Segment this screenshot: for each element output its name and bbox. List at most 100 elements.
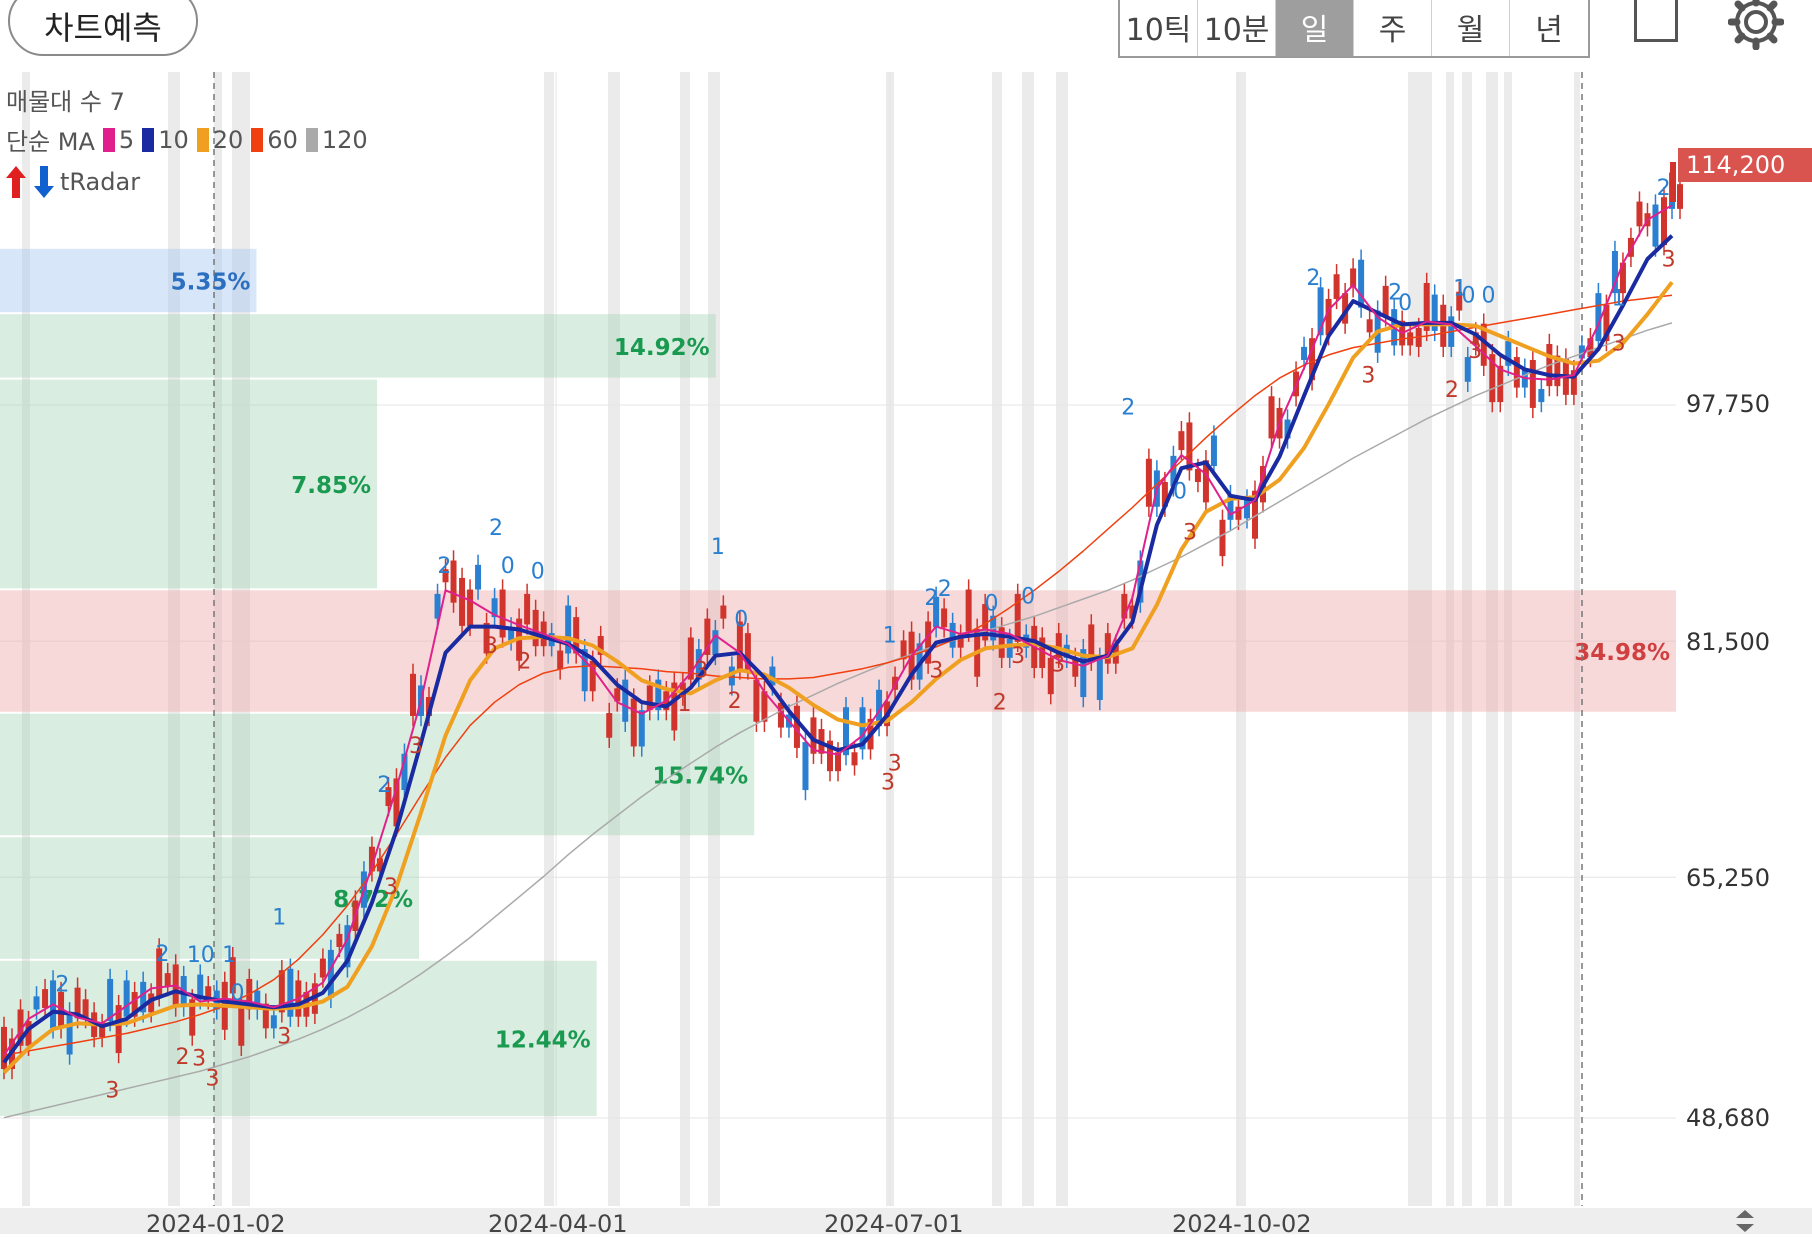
ma-120-line xyxy=(3,322,1673,1119)
candle-body xyxy=(1513,357,1520,388)
candle-body xyxy=(851,752,858,766)
candle-body xyxy=(1055,633,1062,658)
candle-body xyxy=(410,673,416,716)
candle-body xyxy=(1178,431,1185,451)
candle-body xyxy=(1186,422,1193,471)
volume-profile-percent: 5.35% xyxy=(171,270,251,296)
signal-marker: 2 xyxy=(1388,281,1402,306)
signal-marker: 2 xyxy=(517,650,531,675)
candle-body xyxy=(793,705,800,748)
price-label: 81,500 xyxy=(1686,628,1770,656)
candle-body xyxy=(1219,519,1226,557)
tab-monthly[interactable]: 월 xyxy=(1432,0,1510,56)
date-label: 2024-04-01 xyxy=(488,1210,628,1238)
candle-body xyxy=(1570,370,1577,395)
chart-forecast-button[interactable]: 차트예측 xyxy=(8,0,198,56)
candle-body xyxy=(1268,396,1275,439)
candle-body xyxy=(1161,482,1168,507)
signal-marker: 3 xyxy=(929,658,943,683)
ma-20-swatch xyxy=(196,127,209,152)
signal-marker: 2 xyxy=(938,577,952,602)
price-label: 48,680 xyxy=(1686,1104,1770,1132)
gear-icon[interactable] xyxy=(1728,0,1784,50)
signal-marker: 1 xyxy=(678,692,692,717)
candle-body xyxy=(671,682,678,731)
non-trading-band xyxy=(232,72,250,1206)
candle-body xyxy=(319,958,326,978)
price-chart[interactable]: 5.35%14.92%7.85%34.98%15.74%8.72%12.44%2… xyxy=(0,72,1812,1208)
tab-10-minute[interactable]: 10분 xyxy=(1198,0,1276,56)
candle-body xyxy=(1480,323,1487,366)
signal-marker: 0 xyxy=(531,560,545,585)
candle-body xyxy=(1603,304,1610,342)
signal-marker: 1 xyxy=(711,535,725,560)
candle-body xyxy=(1333,274,1340,299)
signal-marker: 3 xyxy=(484,634,498,659)
candle-body xyxy=(843,707,849,756)
signal-marker: 2 xyxy=(175,1045,189,1070)
candle-body xyxy=(720,605,727,619)
candle-body xyxy=(1456,291,1463,311)
ma-10-swatch xyxy=(142,127,155,152)
candle-body xyxy=(1121,593,1128,619)
candle-body xyxy=(123,980,130,1017)
ma-60-swatch xyxy=(251,127,264,152)
signal-marker: 2 xyxy=(155,942,169,967)
signal-marker: 1 xyxy=(883,624,897,649)
axis-scale-handle-icon[interactable] xyxy=(1730,1208,1760,1234)
candle-body xyxy=(597,636,604,655)
ma-title: 단순 MA xyxy=(6,128,95,156)
tab-daily[interactable]: 일 xyxy=(1276,0,1354,56)
candle-body xyxy=(17,1009,24,1046)
volume-profile-zone xyxy=(0,590,1676,712)
signal-marker: 2 xyxy=(924,586,938,611)
candle-body xyxy=(736,621,743,670)
ma-120-swatch xyxy=(305,127,318,152)
candle-body xyxy=(827,740,833,772)
candle-body xyxy=(499,589,506,638)
tab-10-tick[interactable]: 10틱 xyxy=(1120,0,1198,56)
candle-body xyxy=(1170,455,1177,487)
fullscreen-icon[interactable] xyxy=(1634,0,1678,42)
candle-body xyxy=(164,973,171,987)
tab-yearly[interactable]: 년 xyxy=(1535,13,1563,48)
candle-body xyxy=(42,989,49,1009)
ma-120-label: 120 xyxy=(321,125,368,154)
signal-marker: 2 xyxy=(1445,378,1459,403)
candle-body xyxy=(82,999,89,1019)
non-trading-band xyxy=(1236,72,1246,1206)
signal-marker: 0 xyxy=(984,592,998,617)
candle-body xyxy=(524,593,531,625)
tab-weekly[interactable]: 주 xyxy=(1354,0,1432,56)
candle-body xyxy=(368,846,375,872)
candle-body xyxy=(581,649,588,692)
candle-body xyxy=(1472,332,1479,346)
candle-body xyxy=(287,968,294,1017)
candle-body xyxy=(679,682,686,696)
candle-body xyxy=(140,981,147,1013)
non-trading-band xyxy=(214,72,222,1206)
signal-marker: 1 xyxy=(1612,286,1626,311)
signal-marker: 3 xyxy=(1662,247,1676,272)
candle-body xyxy=(1137,560,1144,603)
candle-body xyxy=(1619,262,1626,294)
signal-marker: 3 xyxy=(192,1046,206,1071)
candle-body xyxy=(1047,657,1054,695)
candle-body xyxy=(835,752,841,772)
candle-body xyxy=(573,617,580,654)
ma-20-label: 20 xyxy=(212,125,244,154)
candle-body xyxy=(646,685,653,711)
signal-marker: 2 xyxy=(437,554,451,579)
candle-body xyxy=(33,996,40,1010)
candle-body xyxy=(156,948,163,997)
candle-body xyxy=(1661,197,1667,246)
candle-body xyxy=(933,596,940,628)
candle-body xyxy=(965,589,972,632)
candle-body xyxy=(1587,338,1594,358)
signal-marker: 2 xyxy=(728,689,742,714)
candle-body xyxy=(1529,359,1536,408)
candle-body xyxy=(1284,419,1291,439)
candle-body xyxy=(1382,285,1389,317)
candle-body xyxy=(1088,624,1095,661)
signal-marker: 0 xyxy=(1021,584,1035,609)
